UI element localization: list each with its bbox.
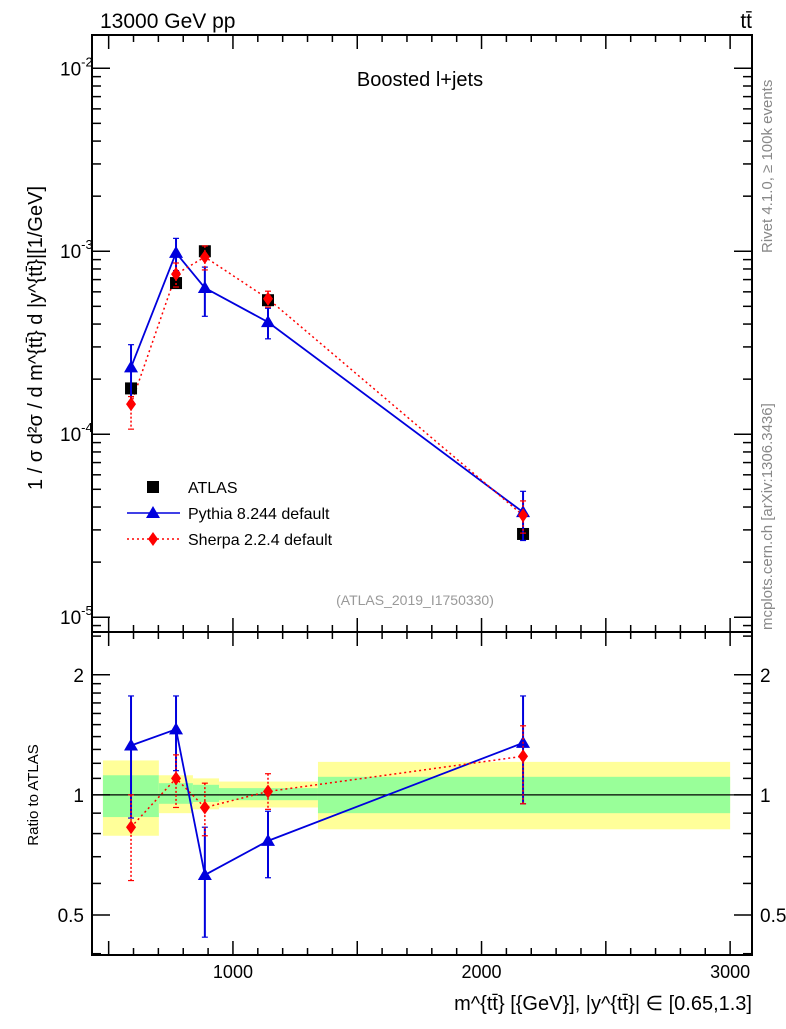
ratio-y-tick-label: 0.5 (58, 906, 84, 927)
ratio-point (124, 738, 139, 751)
legend-label: Sherpa 2.2.4 default (188, 532, 333, 549)
ratio-point (197, 867, 212, 880)
triangle-point (124, 360, 139, 373)
ratio-y-tick-label: 2 (73, 666, 84, 687)
triangle-point (169, 245, 184, 258)
energy-label: 13000 GeV pp (100, 10, 235, 33)
x-axis-label: m^{tt̄} [{GeV}], |y^{tt̄}| ∈ [0.65,1.3] (454, 993, 752, 1015)
y-tick-exponent: -2 (81, 54, 93, 69)
legend-entry: ATLAS (147, 480, 238, 497)
ratio-y-tick-label: 1 (73, 786, 84, 807)
y-tick-label: 10-5 (60, 603, 93, 629)
y-tick-label: 10-3 (60, 237, 93, 263)
diamond-point (171, 267, 182, 282)
legend-marker (148, 532, 158, 546)
diamond-series-line (130, 256, 524, 516)
legend-entry: Sherpa 2.2.4 default (127, 532, 333, 549)
analysis-id: (ATLAS_2019_I1750330) (336, 592, 494, 608)
x-tick-label: 2000 (462, 962, 502, 982)
ratio-frame (91, 631, 753, 956)
diamond-point (126, 397, 137, 412)
triangle-point (197, 280, 212, 293)
y-tick-exponent: -3 (81, 237, 93, 252)
process-label: tt̄ (740, 10, 752, 33)
band-green (158, 783, 193, 804)
legend-marker (147, 481, 159, 493)
y-tick-exponent: -5 (81, 603, 93, 618)
legend-entry: Pythia 8.244 default (127, 506, 330, 523)
legend-label: ATLAS (188, 480, 238, 497)
y-tick-label: 10-4 (60, 420, 93, 446)
ratio-point (126, 820, 137, 835)
ratio-point (263, 784, 273, 799)
ratio-uncertainty-bands (92, 760, 752, 836)
ratio-point (171, 771, 182, 786)
ratio-point (518, 749, 529, 764)
ratio-point (199, 800, 210, 815)
diamond-point (263, 291, 273, 306)
x-tick-label: 1000 (213, 962, 253, 982)
y-axis-label: 1 / σ d²σ / d m^{tt̄} d |y^{tt̄}|[1/GeV] (25, 186, 47, 490)
y-tick-label: 10-2 (60, 54, 93, 80)
x-tick-label: 3000 (710, 962, 750, 982)
legend-label: Pythia 8.244 default (188, 506, 330, 523)
band-green (192, 784, 220, 802)
axes: 1000 2000 3000 10-5 10-4 10-3 10-2 0.5 0.5 1 1 2 2 (58, 34, 786, 982)
diamond-point (199, 250, 210, 265)
ratio-y-tick-label: 2 (760, 666, 771, 687)
triangle-series-line (130, 251, 524, 513)
diamond-point (518, 508, 529, 523)
chart-title: Boosted l+jets (357, 69, 483, 91)
rivet-label: Rivet 4.1.0, ≥ 100k events (759, 80, 776, 253)
ratio-y-tick-label: 1 (760, 786, 771, 807)
legend: ATLAS Pythia 8.244 default Sherpa 2.2.4 de… (127, 480, 333, 549)
chart-marks (124, 237, 531, 938)
ratio-point (261, 833, 275, 846)
y-tick-exponent: -4 (81, 420, 93, 435)
mcplots-label: mcplots.cern.ch [arXiv:1306.3436] (759, 403, 776, 630)
triangle-point (261, 315, 275, 328)
legend-marker (146, 506, 160, 518)
ratio-point (169, 722, 184, 735)
ratio-y-axis-label: Ratio to ATLAS (25, 744, 42, 845)
ratio-y-tick-label: 0.5 (760, 906, 786, 927)
